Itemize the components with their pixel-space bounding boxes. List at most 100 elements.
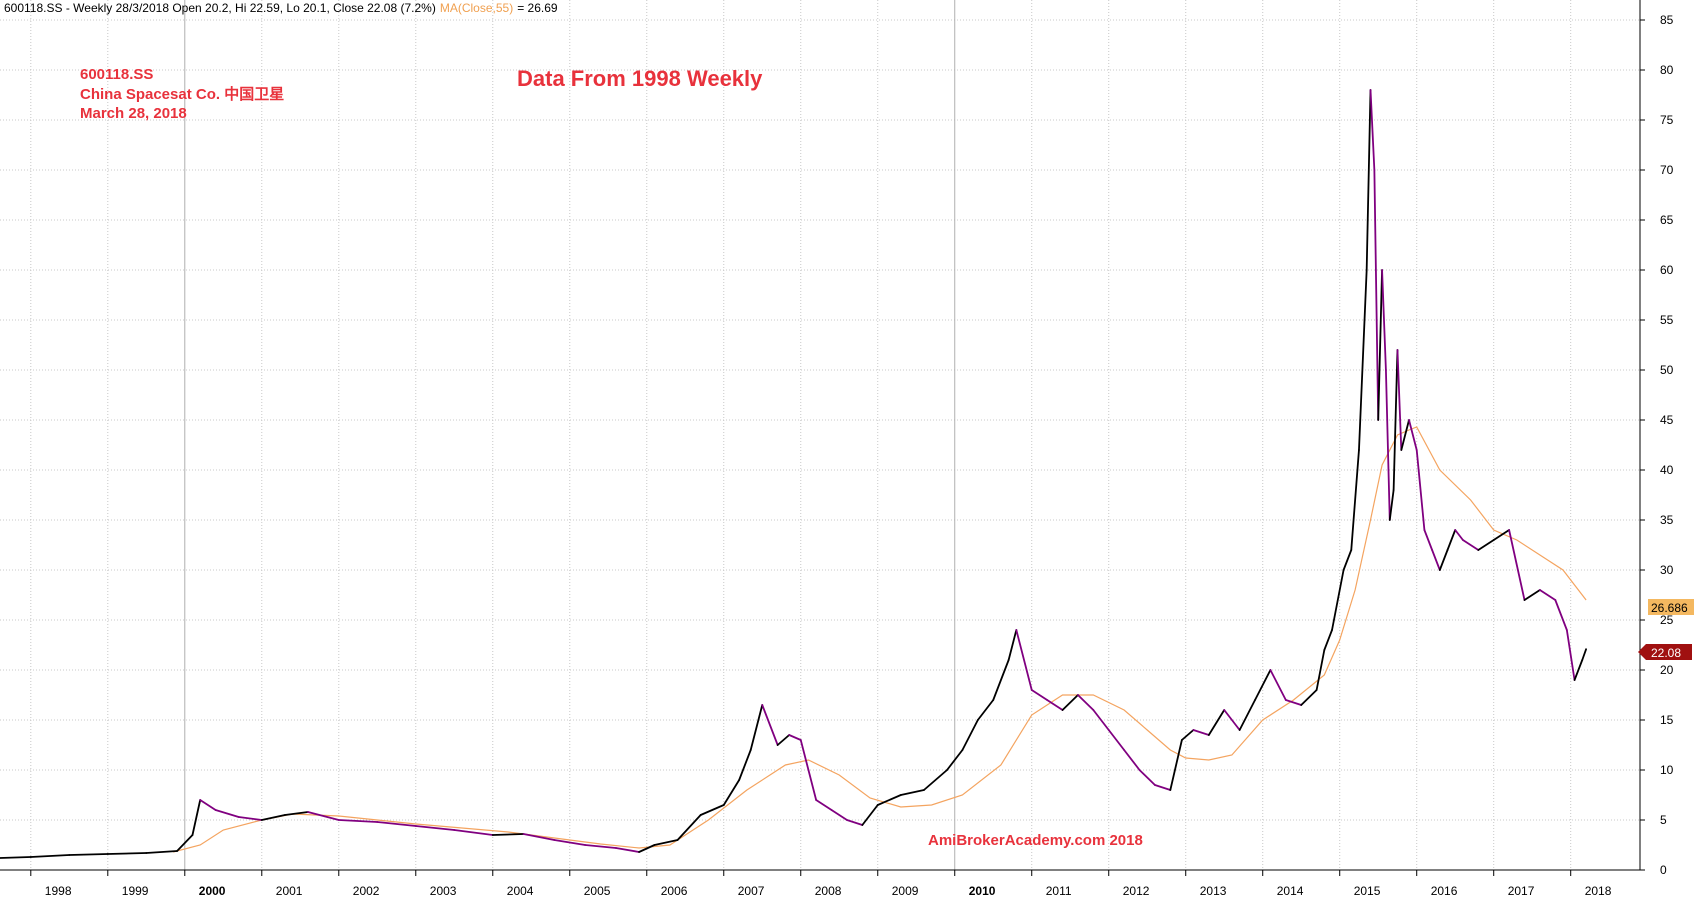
price-segment [899,789,925,796]
price-segment [1030,689,1049,701]
price-segment [799,739,818,801]
price-segment [1365,89,1372,271]
price-segment [653,839,679,846]
price-segment [1015,629,1033,691]
x-tick-label: 2006 [661,884,688,898]
y-tick-label: 50 [1660,363,1674,377]
x-tick-label: 2018 [1585,884,1612,898]
price-segment [1377,269,1383,421]
x-tick-label: 2002 [353,884,380,898]
x-tick-label: 2014 [1277,884,1304,898]
ma-value-badge: 26.686 [1648,599,1694,615]
y-tick-label: 5 [1660,813,1667,827]
y-tick-label: 55 [1660,313,1674,327]
x-tick-label: 2007 [738,884,765,898]
price-segment [1373,169,1380,421]
x-tick-label: 2011 [1046,884,1072,898]
x-tick-label: 2016 [1431,884,1458,898]
price-segment [307,811,340,821]
price-segment [1331,569,1345,631]
price-segment [1446,529,1457,551]
y-tick-label: 15 [1660,713,1674,727]
price-segment [1396,349,1403,451]
price-segment [553,839,587,846]
price-segment [1385,369,1391,521]
price-segment [1358,269,1368,451]
price-segment [106,852,148,855]
y-tick-label: 40 [1660,463,1674,477]
close-badge-label: 22.08 [1651,646,1681,660]
close-value-badge: 22.08 [1638,644,1692,660]
price-segment [1107,729,1126,751]
price-segment [1431,549,1441,571]
price-segment [522,833,556,841]
price-segment [1508,529,1526,601]
price-segment [68,853,109,856]
y-tick-label: 0 [1660,863,1667,877]
y-tick-label: 20 [1660,663,1674,677]
y-tick-label: 80 [1660,63,1674,77]
price-segment [237,816,263,821]
x-tick-label: 2004 [507,884,534,898]
y-tick-label: 35 [1660,513,1674,527]
price-segment [615,847,640,853]
price-segment [876,794,902,806]
x-tick-label: 2008 [815,884,842,898]
y-tick-label: 25 [1660,613,1674,627]
price-segment [846,819,864,826]
price-segment [1269,669,1287,701]
price-segment [1388,489,1395,521]
y-tick-label: 45 [1660,413,1674,427]
x-tick-label: 2005 [584,884,611,898]
price-segment [992,659,1010,701]
price-segment [1046,699,1064,711]
price-segment [788,734,802,741]
moving-average-layer [173,426,1587,853]
ma-line [173,426,1587,853]
y-tick-label: 30 [1660,563,1674,577]
x-tick-label: 2010 [969,884,996,898]
price-segment [491,833,525,836]
price-segment [1192,729,1210,736]
price-segment [1415,449,1426,531]
price-segment [191,799,202,836]
price-segment [1573,659,1584,681]
price-segment [199,799,217,811]
x-tick-label: 2017 [1508,884,1535,898]
x-tick-label: 2009 [892,884,919,898]
price-segment [0,856,32,859]
price-segment [976,699,995,721]
price-segment [1092,709,1110,731]
ma-badge-label: 26.686 [1651,601,1688,615]
y-tick-label: 10 [1660,763,1674,777]
price-segment [1061,694,1079,711]
price-segment [1300,689,1318,706]
price-segment [1438,549,1449,571]
price-segment [1369,89,1376,171]
price-segment [414,825,456,831]
price-segment [961,719,979,751]
price-segment [1207,709,1226,736]
y-tick-label: 60 [1660,263,1674,277]
price-segment [1492,529,1511,541]
price-segment [214,809,240,818]
y-tick-label: 65 [1660,213,1674,227]
price-series-layer [0,89,1588,859]
x-tick-label: 2015 [1354,884,1381,898]
price-segment [946,749,964,771]
chart-header-info: 600118.SS - Weekly 28/3/2018 Open 20.2, … [4,1,558,15]
price-segment [1077,694,1095,711]
price-segment [1565,629,1576,681]
price-segment [1315,649,1326,691]
price-segment [1408,419,1418,451]
price-segment [1123,749,1141,771]
x-tick-label: 1998 [45,884,72,898]
price-segment [1523,589,1541,601]
price-segment [260,814,286,821]
price-segment [749,704,764,751]
price-segment [1400,419,1410,451]
price-segment [1454,529,1464,541]
annotation-title: Data From 1998 Weekly [517,66,763,91]
price-segment [699,804,725,816]
x-tick-label: 2013 [1200,884,1227,898]
